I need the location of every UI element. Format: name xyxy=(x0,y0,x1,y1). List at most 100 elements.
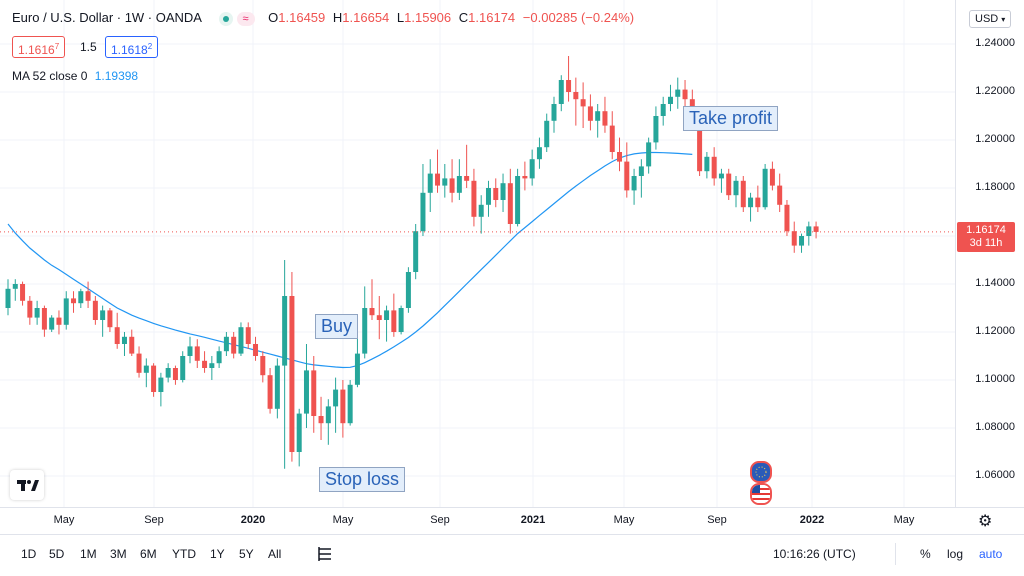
price-tick: 1.14000 xyxy=(975,277,1015,289)
candle-body xyxy=(369,308,375,316)
candle-body xyxy=(427,173,433,193)
timeframe-1d-button[interactable]: 1D xyxy=(21,547,37,561)
candle-body xyxy=(274,365,280,409)
timeframe-5d-button[interactable]: 5D xyxy=(49,547,65,561)
candle-body xyxy=(471,180,477,217)
time-axis[interactable]: May Sep 2020 May Sep 2021 May Sep 2022 May ⚙ xyxy=(0,507,1024,533)
candle-body xyxy=(49,317,55,330)
buy-price-button[interactable]: 1.16182 xyxy=(105,36,159,58)
timeframe-ytd-button[interactable]: YTD xyxy=(172,547,196,561)
price-tick: 1.08000 xyxy=(975,421,1015,433)
market-status-icon xyxy=(218,11,233,26)
symbol-title[interactable]: Euro / U.S. Dollar · 1W · OANDA xyxy=(12,10,202,25)
data-delay-icon: ≈ xyxy=(236,11,255,26)
indicator-legend[interactable]: MA 52 close 0 1.19398 xyxy=(12,69,138,83)
bar-countdown: 3d 11h xyxy=(969,237,1003,249)
candle-body xyxy=(580,99,586,107)
candle-body xyxy=(413,231,419,272)
candle-body xyxy=(733,180,739,196)
candle-body xyxy=(529,159,535,179)
candle-body xyxy=(362,308,368,354)
candle-body xyxy=(296,413,302,452)
candle-body xyxy=(755,197,761,208)
timeframe-1y-button[interactable]: 1Y xyxy=(210,547,225,561)
tradingview-logo[interactable] xyxy=(10,470,44,500)
candle-body xyxy=(391,310,397,332)
moving-average-layer xyxy=(7,151,693,369)
candle-body xyxy=(100,310,106,320)
currency-selector[interactable]: USD ▾ xyxy=(969,10,1012,28)
candle-body xyxy=(449,178,455,193)
sell-price-button[interactable]: 1.16167 xyxy=(12,36,66,58)
candle-body xyxy=(631,176,637,191)
candle-body xyxy=(522,176,528,179)
buy-annotation[interactable]: Buy xyxy=(315,314,359,339)
price-tick: 1.22000 xyxy=(975,85,1015,97)
price-tick: 1.24000 xyxy=(975,37,1015,49)
candle-body xyxy=(187,346,193,356)
low-label: L xyxy=(396,10,405,25)
candle-body xyxy=(384,310,390,320)
timeframe-all-button[interactable]: All xyxy=(268,547,282,561)
currency-label: USD xyxy=(975,13,999,25)
percent-scale-toggle[interactable]: % xyxy=(920,547,931,561)
us-event-icon[interactable] xyxy=(750,483,772,505)
timeframe-3m-button[interactable]: 3M xyxy=(110,547,127,561)
ohlc-values: O1.16459 H1.16654 L1.15906 C1.16174 −0.0… xyxy=(268,10,638,25)
stop-loss-annotation[interactable]: Stop loss xyxy=(319,467,406,492)
eu-event-icon[interactable] xyxy=(750,461,772,483)
gear-icon[interactable]: ⚙ xyxy=(978,513,993,530)
candle-body xyxy=(398,308,404,332)
candle-body xyxy=(660,104,666,116)
chevron-down-icon: ▾ xyxy=(1001,15,1006,24)
candle-body xyxy=(595,111,601,121)
price-tick: 1.12000 xyxy=(975,325,1015,337)
date-range-icon[interactable] xyxy=(316,545,334,568)
timeframe-5y-button[interactable]: 5Y xyxy=(239,547,254,561)
candle-body xyxy=(682,89,688,100)
ma-line xyxy=(7,151,693,369)
candle-body xyxy=(85,291,91,301)
price-axis[interactable]: 1.240001.220001.200001.180001.160001.140… xyxy=(955,0,1024,507)
us-flag-icon xyxy=(752,485,770,503)
candle-body xyxy=(325,406,331,424)
price-chart[interactable] xyxy=(0,0,955,507)
grid-lines xyxy=(0,0,955,507)
candle-body xyxy=(464,176,470,181)
candle-body xyxy=(165,368,171,378)
timeframe-1m-button[interactable]: 1M xyxy=(80,547,97,561)
candle-body xyxy=(143,365,149,373)
candle-body xyxy=(107,310,113,328)
candle-body xyxy=(558,80,564,104)
candle-body xyxy=(231,336,237,354)
price-tick: 1.10000 xyxy=(975,373,1015,385)
candle-body xyxy=(726,173,732,196)
candle-body xyxy=(136,353,142,373)
take-profit-annotation[interactable]: Take profit xyxy=(683,106,779,131)
sell-price-pip: 7 xyxy=(54,42,60,51)
candle-body xyxy=(667,96,673,104)
candle-body xyxy=(71,298,77,304)
clock-timezone[interactable]: 10:16:26 (UTC) xyxy=(773,547,856,561)
candle-body xyxy=(478,204,484,217)
candle-body xyxy=(158,377,164,392)
candle-body xyxy=(151,365,157,392)
chart-pane[interactable]: Euro / U.S. Dollar · 1W · OANDA ≈ O1.164… xyxy=(0,0,955,507)
candle-body xyxy=(544,120,550,148)
log-scale-toggle[interactable]: log xyxy=(947,547,964,561)
candle-body xyxy=(551,104,557,121)
candle-body xyxy=(303,370,309,414)
buy-price-pip: 2 xyxy=(147,42,153,51)
candlestick-series xyxy=(5,56,819,469)
auto-scale-toggle[interactable]: auto xyxy=(979,547,1003,561)
candle-body xyxy=(12,284,18,289)
candle-body xyxy=(216,351,222,364)
candle-body xyxy=(194,346,200,361)
price-tick: 1.06000 xyxy=(975,469,1015,481)
candle-body xyxy=(267,375,273,409)
timeframe-6m-button[interactable]: 6M xyxy=(140,547,157,561)
candle-body xyxy=(784,204,790,232)
candle-body xyxy=(209,363,215,368)
high-label: H xyxy=(332,10,343,25)
bottom-toolbar: 1D 5D 1M 3M 6M YTD 1Y 5Y All 10:16:26 (UTC) % lo… xyxy=(0,534,1024,576)
